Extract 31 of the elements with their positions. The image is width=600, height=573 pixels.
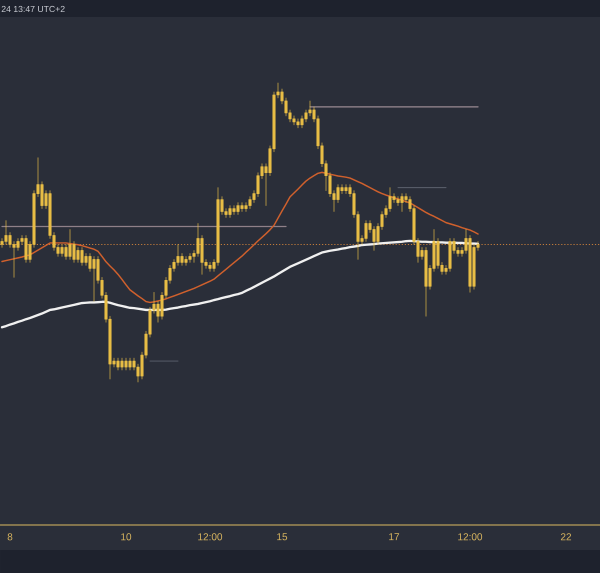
x-tick-label: 22 — [560, 533, 572, 540]
candlestick — [92, 256, 96, 302]
candlestick — [184, 256, 188, 266]
x-tick-label: 8 — [8, 533, 12, 540]
x-tick-label: 10 — [121, 533, 132, 540]
candlestick — [208, 262, 212, 272]
text: 24 13:47 UTC+2 — [2, 6, 65, 12]
candlestick — [4, 220, 8, 245]
candlestick — [228, 205, 232, 218]
candlestick — [448, 238, 452, 272]
candlestick — [364, 220, 368, 242]
x-tick-label: 15 — [277, 533, 288, 540]
candlestick — [400, 193, 404, 212]
candlestick — [236, 202, 240, 215]
candlestick — [68, 229, 72, 260]
candlestick — [80, 247, 84, 266]
candlestick — [116, 358, 120, 370]
candlestick — [120, 358, 124, 370]
candlestick — [232, 205, 236, 215]
candlestick — [24, 235, 28, 263]
x-tick-label: 12:00 — [458, 533, 482, 540]
candlestick — [424, 247, 428, 317]
candlestick — [344, 184, 348, 194]
candlestick — [188, 253, 192, 263]
candlestick — [240, 202, 244, 212]
candlestick — [60, 244, 64, 257]
x-tick-label: 17 — [389, 533, 400, 540]
x-tick-label: 12:00 — [198, 533, 222, 540]
candlestick — [128, 358, 132, 370]
candlestick — [124, 358, 128, 370]
candlestick — [296, 118, 300, 128]
